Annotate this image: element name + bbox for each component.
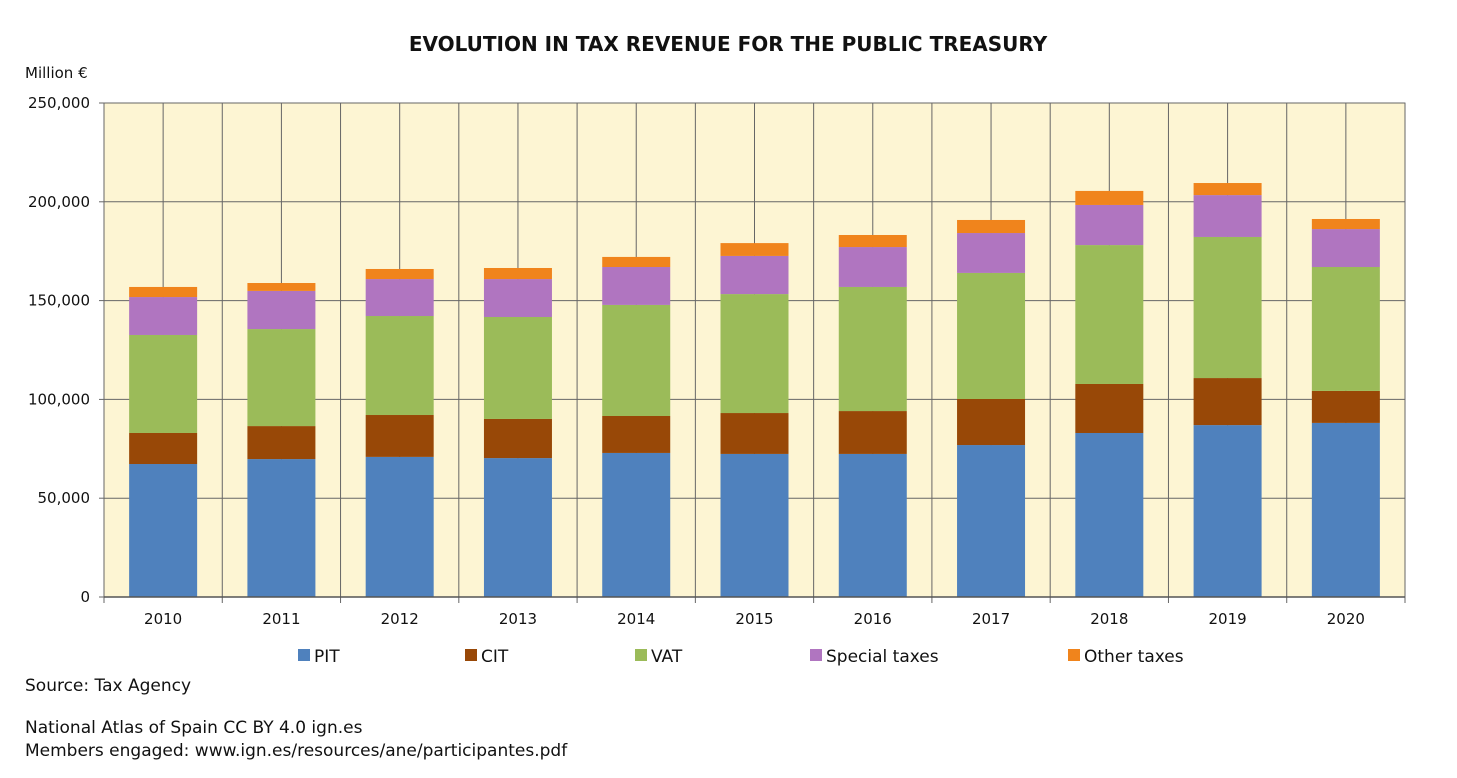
y-axis-label: Million € (25, 64, 88, 82)
legend-label: PIT (314, 647, 340, 667)
bar-segment-special-taxes (1193, 195, 1262, 237)
x-tick-label: 2018 (1090, 610, 1128, 628)
x-tick-label: 2019 (1208, 610, 1246, 628)
bar-segment-pit (957, 445, 1026, 597)
bar-segment-special-taxes (247, 290, 316, 330)
x-tick-label: 2012 (381, 610, 419, 628)
bar-segment-cit (1193, 378, 1262, 426)
bar-segment-special-taxes (483, 279, 552, 318)
bar-segment-vat (1311, 267, 1380, 391)
bar-segment-other-taxes (957, 219, 1026, 234)
bar-segment-special-taxes (957, 233, 1026, 273)
bar-segment-pit (1311, 422, 1380, 597)
bar-segment-vat (602, 304, 671, 416)
bar-segment-other-taxes (838, 234, 907, 248)
bar-segment-other-taxes (602, 256, 671, 268)
legend-label: CIT (481, 647, 509, 667)
bar-segment-vat (957, 272, 1026, 400)
bar-segment-special-taxes (1075, 204, 1144, 246)
bar-segment-other-taxes (1193, 183, 1262, 196)
x-tick-label: 2011 (262, 610, 300, 628)
bar-segment-cit (1311, 390, 1380, 423)
x-tick-label: 2020 (1327, 610, 1365, 628)
legend-swatch (465, 649, 477, 661)
license-note: National Atlas of Spain CC BY 4.0 ign.es (25, 718, 363, 738)
bar-segment-vat (1193, 236, 1262, 379)
bar-segment-pit (720, 453, 789, 597)
bar-segment-pit (247, 459, 316, 597)
x-tick-label: 2015 (735, 610, 773, 628)
legend-label: Other taxes (1084, 647, 1184, 667)
bar-segment-pit (1193, 425, 1262, 597)
bar-segment-pit (129, 464, 198, 597)
source-note: Source: Tax Agency (25, 676, 192, 696)
bar-segment-cit (838, 411, 907, 454)
legend-swatch (298, 649, 310, 661)
bar-segment-special-taxes (129, 297, 198, 335)
legend-label: VAT (651, 647, 683, 667)
y-tick-label: 150,000 (28, 292, 90, 310)
y-tick-label: 200,000 (28, 193, 90, 211)
bar-segment-vat (720, 294, 789, 414)
bar-segment-pit (1075, 432, 1144, 597)
bar-segment-special-taxes (365, 279, 434, 317)
bar-segment-cit (1075, 383, 1144, 433)
bar-segment-vat (365, 316, 434, 416)
bar-segment-other-taxes (1311, 218, 1380, 230)
y-tick-label: 250,000 (28, 94, 90, 112)
bar-segment-other-taxes (483, 267, 552, 280)
y-tick-label: 50,000 (38, 489, 91, 507)
x-tick-label: 2017 (972, 610, 1010, 628)
members-note: Members engaged: www.ign.es/resources/an… (25, 741, 568, 761)
chart-title: EVOLUTION IN TAX REVENUE FOR THE PUBLIC … (409, 32, 1048, 56)
bar-segment-other-taxes (1075, 190, 1144, 205)
x-tick-label: 2013 (499, 610, 537, 628)
legend-swatch (635, 649, 647, 661)
bar-segment-special-taxes (720, 255, 789, 295)
bar-segment-cit (483, 418, 552, 459)
legend-swatch (810, 649, 822, 661)
bar-segment-pit (483, 458, 552, 597)
bar-segment-vat (247, 329, 316, 427)
bar-segment-special-taxes (602, 267, 671, 305)
bar-segment-vat (838, 286, 907, 412)
legend-swatch (1068, 649, 1080, 661)
bar-segment-cit (365, 415, 434, 457)
bar-segment-special-taxes (1311, 229, 1380, 268)
bar-segment-cit (720, 413, 789, 454)
bar-segment-vat (129, 334, 198, 433)
y-tick-label: 100,000 (28, 390, 90, 408)
legend-label: Special taxes (826, 647, 939, 667)
bar-segment-special-taxes (838, 247, 907, 287)
bar-segment-cit (602, 415, 671, 453)
y-tick-label: 0 (80, 588, 90, 606)
bar-segment-other-taxes (365, 268, 434, 280)
bar-segment-other-taxes (720, 243, 789, 256)
bar-segment-cit (247, 426, 316, 460)
bar-segment-pit (365, 456, 434, 597)
x-tick-label: 2010 (144, 610, 182, 628)
bar-segment-cit (957, 399, 1026, 446)
bar-segment-vat (483, 317, 552, 419)
stacked-bar-chart: EVOLUTION IN TAX REVENUE FOR THE PUBLIC … (25, 32, 1406, 667)
bar-segment-other-taxes (129, 286, 198, 298)
bar-segment-pit (602, 452, 671, 597)
bar-segment-pit (838, 453, 907, 597)
x-tick-label: 2014 (617, 610, 655, 628)
bar-segment-vat (1075, 245, 1144, 384)
bar-segment-cit (129, 432, 198, 465)
bar-segment-other-taxes (247, 283, 316, 291)
plot-area: 0 50,000 100,000 150,000 200,000 250,000 2010 2… (28, 94, 1406, 667)
x-tick-label: 2016 (854, 610, 892, 628)
